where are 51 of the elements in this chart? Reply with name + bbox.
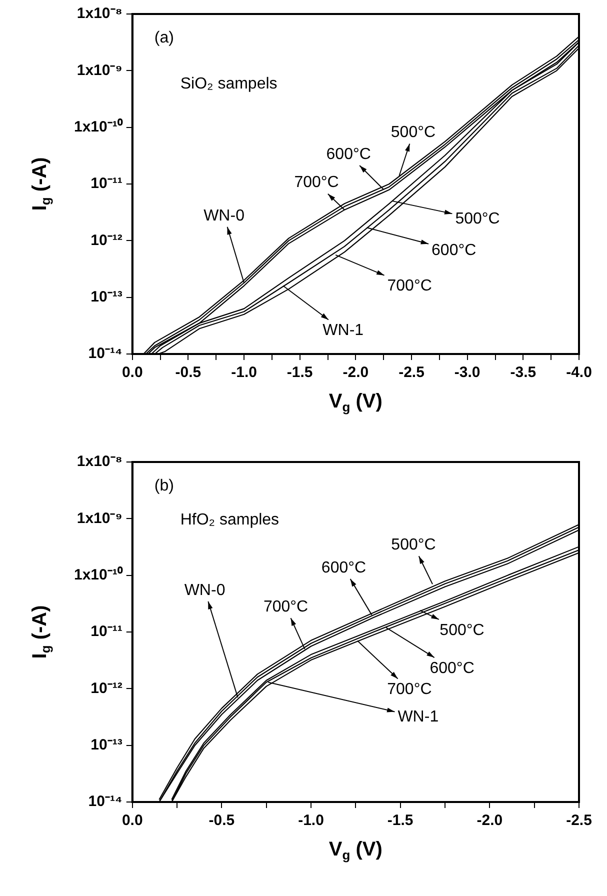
y-tick-label: 10⁻¹²	[90, 680, 122, 697]
x-tick-label: -0.5	[175, 364, 202, 382]
y-tick-label: 1x10⁻⁸	[76, 453, 122, 470]
annotation: 600°C	[432, 242, 476, 260]
y-axis-title: Ig (-A)	[28, 157, 53, 211]
x-tick-label: -1.0	[298, 812, 324, 830]
x-tick-label: 0.0	[122, 364, 143, 382]
annotation: WN-1	[322, 322, 364, 340]
annotation: WN-0	[204, 207, 245, 224]
x-tick-label: -3.5	[510, 364, 536, 382]
annotation: WN-0	[184, 582, 226, 599]
x-tick-label: -2.0	[342, 364, 369, 382]
y-tick-label: 10⁻¹⁴	[88, 345, 122, 362]
x-tick-label: -0.5	[208, 812, 235, 830]
y-tick-label: 10⁻¹³	[90, 736, 122, 754]
annotation: 700°C	[387, 277, 432, 294]
annotation: 500°C	[390, 124, 436, 142]
x-tick-label: -2.5	[398, 364, 424, 382]
y-tick-label: 1x10⁻¹⁰	[74, 117, 124, 136]
y-tick-label: 1x10⁻⁸	[76, 5, 122, 22]
x-tick-label: -4.0	[566, 364, 592, 382]
annotation: 700°C	[387, 681, 432, 698]
annotation: (b)	[154, 477, 174, 494]
y-tick-label: 1x10⁻¹⁰	[74, 565, 124, 584]
annotation: 600°C	[321, 559, 366, 576]
y-tick-label: 10⁻¹³	[90, 288, 122, 306]
annotation: HfO₂ samples	[180, 511, 280, 528]
annotation: 600°C	[430, 660, 474, 677]
y-tick-label: 10⁻¹²	[90, 232, 122, 249]
y-axis-title: Ig (-A)	[28, 605, 53, 659]
annotation: 500°C	[391, 536, 436, 554]
annotation: 500°C	[440, 622, 484, 639]
y-tick-label: 10⁻¹¹	[90, 623, 122, 640]
annotation: 600°C	[326, 146, 371, 163]
y-tick-label: 10⁻¹¹	[90, 175, 122, 192]
x-tick-label: -1.0	[231, 364, 257, 382]
x-tick-label: -1.5	[286, 364, 313, 382]
annotation: 700°C	[294, 174, 339, 192]
x-tick-label: 0.0	[122, 812, 143, 830]
annotation: (a)	[154, 29, 174, 46]
x-tick-label: -2.0	[476, 812, 503, 830]
x-tick-label: -1.5	[387, 812, 414, 830]
annotation: 700°C	[263, 598, 308, 616]
y-tick-label: 10⁻¹⁴	[88, 793, 122, 810]
annotation: SiO₂ sampels	[180, 75, 278, 92]
y-tick-label: 1x10⁻⁹	[76, 510, 122, 527]
y-tick-label: 1x10⁻⁹	[76, 62, 122, 79]
annotation: 500°C	[455, 210, 500, 228]
x-tick-label: -2.5	[566, 812, 592, 830]
annotation: WN-1	[398, 708, 439, 726]
x-tick-label: -3.0	[454, 364, 480, 382]
